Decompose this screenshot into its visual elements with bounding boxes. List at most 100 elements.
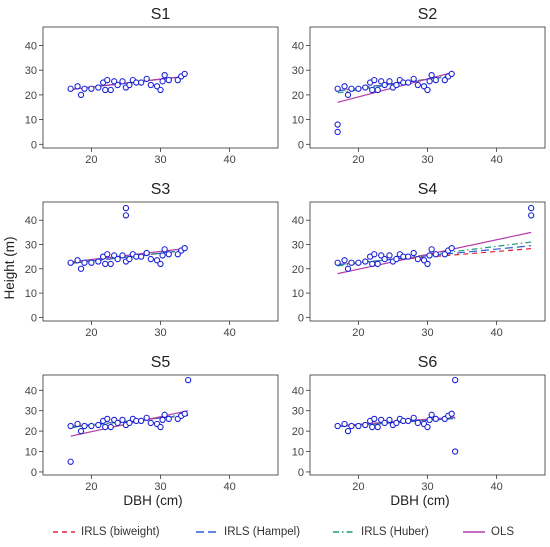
data-point (107, 423, 114, 431)
x-tick-label: 30 (421, 154, 433, 166)
data-point (404, 417, 412, 425)
legend-item-irls-hampel: IRLS (Hampel) (195, 521, 300, 543)
y-tick-label: 0 (298, 139, 304, 151)
data-point (420, 257, 428, 264)
x-tick-label: 40 (490, 481, 502, 493)
y-tick-label: 40 (25, 215, 37, 227)
data-point (348, 422, 355, 430)
data-point (161, 72, 168, 79)
data-point (77, 427, 85, 435)
data-point (334, 85, 341, 92)
panel-s2: S2 0 10 20 30 40 20 30 40 (292, 6, 546, 166)
data-point (126, 81, 133, 89)
data-point (424, 260, 431, 268)
data-point (414, 419, 421, 427)
data-point (104, 251, 111, 258)
data-point (344, 427, 352, 435)
data-point (157, 260, 164, 268)
data-point (404, 79, 412, 86)
x-tick-label: 30 (154, 327, 166, 339)
data-point (122, 212, 130, 219)
data-point (386, 252, 393, 259)
data-point (528, 212, 535, 219)
data-point (143, 75, 150, 83)
data-point (81, 259, 88, 266)
legend-label: IRLS (Huber) (361, 526, 429, 538)
data-point (451, 376, 459, 384)
data-point (111, 78, 118, 85)
y-tick-label: 20 (292, 264, 304, 276)
data-point (74, 83, 81, 90)
data-point (386, 78, 393, 85)
y-tick-label: 30 (25, 240, 37, 252)
data-point (104, 76, 111, 84)
y-tick-label: 40 (292, 215, 304, 227)
data-point (334, 422, 341, 430)
x-tick-label: 40 (490, 154, 502, 166)
y-tick-label: 10 (25, 447, 37, 459)
panel-s5: S5 0 10 20 30 40 20 30 40 (25, 354, 279, 493)
y-tick-label: 40 (292, 41, 304, 53)
legend-item-ols: OLS (462, 521, 514, 543)
data-point (344, 265, 352, 272)
data-point (355, 85, 362, 92)
y-tick-label: 30 (292, 406, 304, 418)
x-tick-label: 20 (85, 327, 97, 339)
figure-canvas: Height (m) DBH (cm) DBH (cm) S1 0 10 20 30 40… (2, 6, 546, 508)
data-point (378, 252, 385, 259)
x-axis-label-left: DBH (cm) (123, 493, 182, 508)
legend-label: IRLS (Hampel) (224, 526, 301, 538)
panel-s6: S6 0 10 20 30 40 20 30 40 (292, 354, 546, 493)
x-axis-label-right: DBH (cm) (390, 493, 449, 508)
data-point (126, 419, 133, 427)
data-point (371, 251, 378, 258)
data-point (95, 421, 102, 429)
data-point (432, 76, 439, 84)
data-point (159, 78, 166, 85)
data-point (81, 85, 88, 92)
panel-title: S6 (418, 354, 438, 371)
data-point (410, 75, 417, 83)
panel-title: S5 (151, 354, 171, 371)
y-tick-label: 0 (298, 467, 304, 479)
data-point (107, 86, 114, 94)
y-tick-label: 20 (25, 264, 37, 276)
data-point (77, 265, 85, 272)
data-point (362, 421, 369, 429)
data-point (428, 411, 435, 418)
y-tick-label: 30 (292, 65, 304, 77)
data-point (67, 422, 74, 430)
panel-title: S3 (151, 181, 171, 198)
panel-s4: S4 0 10 20 30 40 20 30 40 (292, 181, 546, 339)
data-point (88, 85, 95, 92)
data-point (432, 415, 439, 423)
data-point (95, 258, 102, 265)
data-point (369, 86, 376, 94)
data-point (143, 414, 150, 422)
data-point (119, 78, 126, 85)
data-point (448, 410, 455, 417)
data-point (102, 423, 109, 431)
data-point (369, 260, 376, 268)
y-tick-label: 40 (292, 385, 304, 397)
y-tick-label: 10 (292, 288, 304, 300)
data-point (414, 81, 421, 89)
y-tick-label: 20 (25, 90, 37, 102)
data-point (441, 76, 448, 84)
data-point (95, 84, 102, 91)
data-point (159, 252, 166, 259)
data-point (102, 260, 109, 268)
data-point (147, 419, 154, 427)
legend: IRLS (biweight) IRLS (Hampel) IRLS (Huber)… (0, 521, 550, 543)
x-tick-label: 40 (223, 327, 235, 339)
data-point (137, 253, 145, 260)
y-tick-label: 40 (25, 385, 37, 397)
x-tick-label: 40 (490, 327, 502, 339)
data-point (104, 415, 111, 423)
data-point (119, 416, 126, 424)
y-tick-label: 30 (292, 240, 304, 252)
data-point (414, 255, 421, 263)
data-point (102, 86, 109, 94)
data-point (378, 78, 385, 85)
data-point (448, 244, 455, 252)
